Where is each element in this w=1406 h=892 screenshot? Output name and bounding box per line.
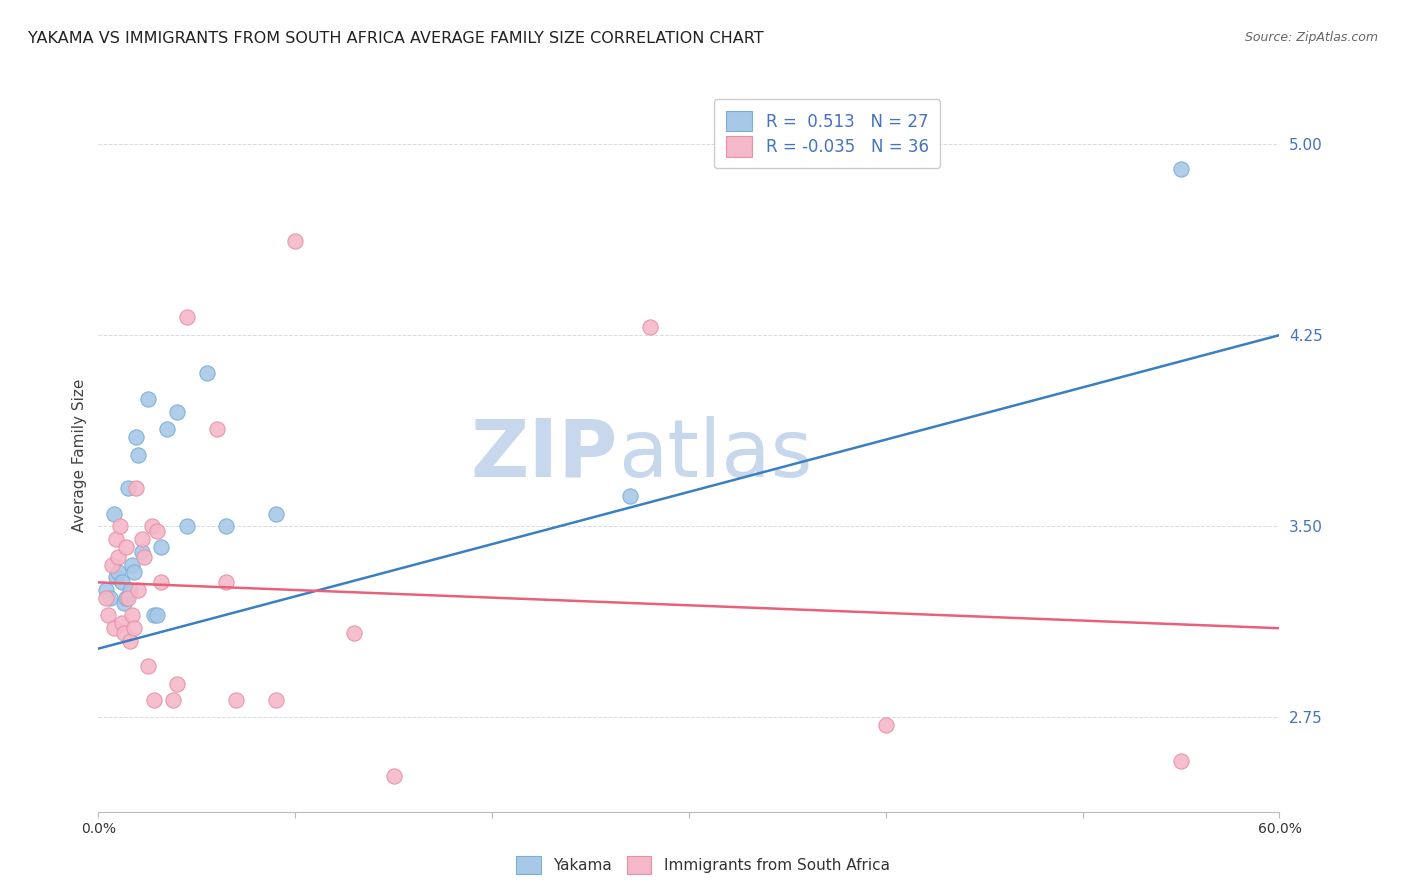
Point — [382, 769, 405, 783]
Point — [118, 634, 141, 648]
Point — [108, 519, 131, 533]
Point — [225, 692, 247, 706]
Point — [107, 565, 129, 579]
Point — [96, 591, 118, 605]
Text: atlas: atlas — [619, 416, 813, 494]
Point — [176, 519, 198, 533]
Point — [96, 582, 118, 597]
Point — [115, 591, 138, 605]
Point — [103, 507, 125, 521]
Point — [125, 481, 148, 495]
Point — [136, 659, 159, 673]
Point — [176, 310, 198, 325]
Point — [205, 422, 228, 436]
Point — [343, 626, 366, 640]
Point — [105, 532, 128, 546]
Point — [215, 575, 238, 590]
Point — [150, 575, 173, 590]
Point — [111, 575, 134, 590]
Point — [162, 692, 184, 706]
Point — [146, 524, 169, 539]
Point — [131, 532, 153, 546]
Point — [127, 582, 149, 597]
Point — [150, 540, 173, 554]
Point — [284, 234, 307, 248]
Point — [103, 621, 125, 635]
Point — [117, 591, 139, 605]
Point — [619, 489, 641, 503]
Point — [132, 549, 155, 564]
Point — [122, 565, 145, 579]
Point — [875, 718, 897, 732]
Point — [117, 481, 139, 495]
Point — [131, 545, 153, 559]
Point — [101, 558, 124, 572]
Point — [112, 626, 135, 640]
Text: YAKAMA VS IMMIGRANTS FROM SOUTH AFRICA AVERAGE FAMILY SIZE CORRELATION CHART: YAKAMA VS IMMIGRANTS FROM SOUTH AFRICA A… — [28, 31, 763, 46]
Text: Source: ZipAtlas.com: Source: ZipAtlas.com — [1244, 31, 1378, 45]
Point — [122, 621, 145, 635]
Point — [141, 519, 163, 533]
Point — [127, 448, 149, 462]
Text: ZIP: ZIP — [471, 416, 619, 494]
Point — [121, 558, 143, 572]
Point — [1170, 162, 1192, 177]
Point — [115, 540, 138, 554]
Point — [98, 591, 121, 605]
Legend: R =  0.513   N = 27, R = -0.035   N = 36: R = 0.513 N = 27, R = -0.035 N = 36 — [714, 99, 941, 169]
Point — [166, 677, 188, 691]
Y-axis label: Average Family Size: Average Family Size — [72, 378, 87, 532]
Point — [264, 692, 287, 706]
Point — [121, 608, 143, 623]
Point — [195, 367, 218, 381]
Point — [166, 404, 188, 418]
Point — [112, 596, 135, 610]
Point — [118, 582, 141, 597]
Point — [146, 608, 169, 623]
Point — [1170, 754, 1192, 768]
Point — [142, 608, 165, 623]
Point — [638, 320, 661, 334]
Point — [142, 692, 165, 706]
Legend: Yakama, Immigrants from South Africa: Yakama, Immigrants from South Africa — [510, 850, 896, 880]
Point — [107, 549, 129, 564]
Point — [136, 392, 159, 406]
Point — [264, 507, 287, 521]
Point — [125, 430, 148, 444]
Point — [156, 422, 179, 436]
Point — [215, 519, 238, 533]
Point — [105, 570, 128, 584]
Point — [97, 608, 120, 623]
Point — [111, 616, 134, 631]
